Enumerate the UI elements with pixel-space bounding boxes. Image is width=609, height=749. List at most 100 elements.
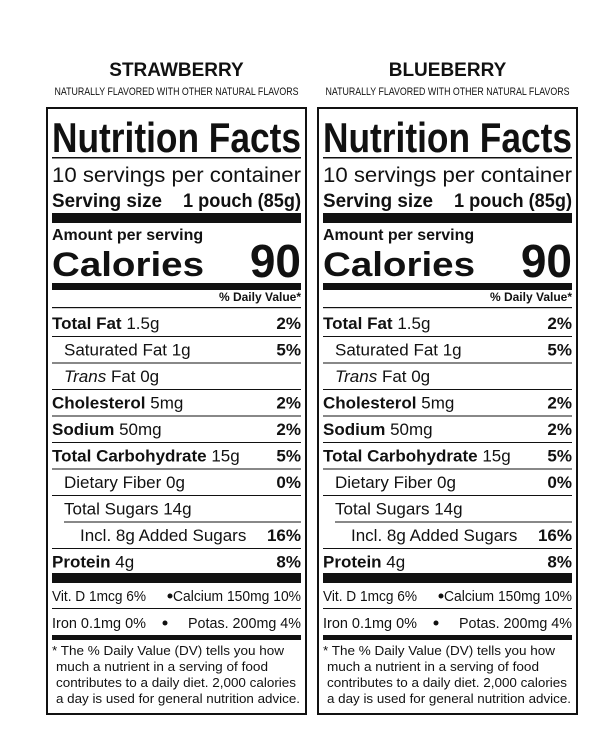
nutrient-name: Incl. 8g Added Sugars	[80, 526, 246, 545]
amount-per-serving: Amount per serving	[323, 227, 474, 244]
nutrient-dv: 5%	[276, 341, 301, 360]
calories-value: 90	[250, 235, 301, 287]
servings: 10 servings per container	[52, 164, 301, 187]
footnote-line: contributes to a daily diet. 2,000 calor…	[327, 675, 568, 690]
nutrient-dv: 5%	[547, 341, 572, 360]
nutrient-italic: Trans	[335, 367, 378, 386]
rule	[52, 362, 301, 364]
nutrient-name: Total Carbohydrate	[52, 447, 207, 466]
calories-label: Calories	[52, 246, 204, 284]
label-border	[317, 107, 578, 715]
rule	[323, 336, 572, 337]
nutrient-name: Sodium	[323, 420, 385, 439]
footnote-line: much a nutrient in a serving of food	[327, 659, 539, 674]
nutrient-name: Cholesterol	[323, 394, 417, 413]
flavor: STRAWBERRY	[109, 60, 244, 81]
nutrient-row: Trans Fat 0g	[64, 367, 159, 386]
rule	[64, 521, 301, 523]
nutrient-row: Cholesterol 5mg	[323, 394, 454, 413]
rule	[52, 307, 301, 309]
rule	[323, 307, 572, 309]
nutrient-row: Total Carbohydrate 15g	[323, 447, 511, 466]
nutrient-name: Sodium	[52, 420, 114, 439]
rule	[52, 157, 301, 159]
nutrient-amount: 4g	[386, 553, 405, 572]
bullet	[433, 620, 439, 626]
rule	[52, 548, 301, 549]
nutrient-italic: Trans	[64, 367, 107, 386]
nutrient-row: Saturated Fat 1g	[335, 341, 462, 360]
nutrient-amount: 1.5g	[126, 314, 159, 333]
rule	[323, 283, 572, 290]
rule	[323, 157, 572, 159]
nutrient-row: Total Sugars 14g	[64, 500, 192, 519]
nutrient-name: Fat 0g	[111, 367, 159, 386]
nutrient-dv: 5%	[547, 447, 572, 466]
nutrient-name: Total Fat	[323, 314, 393, 333]
nutrient-dv: 8%	[276, 553, 301, 572]
rule	[335, 521, 572, 523]
nutrient-amount: 1.5g	[397, 314, 430, 333]
nutrient-name: Total Carbohydrate	[323, 447, 478, 466]
nutrient-dv: 2%	[276, 420, 301, 439]
nutrient-row: Saturated Fat 1g	[64, 341, 191, 360]
micronutrient: Potas. 200mg 4%	[459, 615, 572, 632]
nutrient-row: Trans Fat 0g	[335, 367, 430, 386]
rule	[323, 608, 572, 609]
calories-value: 90	[521, 235, 572, 287]
calories-label: Calories	[323, 246, 475, 284]
rule	[52, 495, 301, 496]
rule	[323, 362, 572, 364]
nutrient-amount: 4g	[115, 553, 134, 572]
nutrient-dv: 5%	[276, 447, 301, 466]
nutrient-amount: 5mg	[421, 394, 454, 413]
serving-size-label: Serving size	[52, 191, 162, 212]
nutrient-row: Total Fat 1.5g	[323, 314, 430, 333]
flavor-subtitle: NATURALLY FLAVORED WITH OTHER NATURAL FL…	[55, 86, 299, 98]
bullet	[162, 620, 168, 626]
label-border	[46, 107, 307, 715]
rule	[323, 442, 572, 443]
bullet	[438, 593, 444, 599]
footnote-line: * The % Daily Value (DV) tells you how	[323, 643, 556, 658]
nutrient-row: Sodium 50mg	[52, 420, 162, 439]
nutrient-row: Incl. 8g Added Sugars	[351, 526, 517, 545]
rule	[52, 573, 301, 583]
micronutrient: Vit. D 1mcg 6%	[323, 588, 417, 605]
nutrient-row: Dietary Fiber 0g	[64, 473, 185, 492]
nutrient-name: Total Fat	[52, 314, 122, 333]
nutrient-name: Total Sugars 14g	[64, 500, 192, 519]
micronutrient: Calcium 150mg 10%	[173, 588, 301, 605]
nutrient-name: Cholesterol	[52, 394, 146, 413]
nutrient-row: Protein 4g	[52, 553, 134, 572]
dv-header: % Daily Value*	[490, 290, 572, 304]
nutrient-amount: 50mg	[119, 420, 162, 439]
nutrient-amount: 15g	[482, 447, 510, 466]
rule	[52, 608, 301, 609]
serving-size-label: Serving size	[323, 191, 433, 212]
micronutrient: Calcium 150mg 10%	[444, 588, 572, 605]
footnote-line: contributes to a daily diet. 2,000 calor…	[56, 675, 297, 690]
nutrient-row: Incl. 8g Added Sugars	[80, 526, 246, 545]
nutrient-name: Saturated Fat 1g	[64, 341, 191, 360]
nutrient-amount: 15g	[211, 447, 239, 466]
footnote-line: * The % Daily Value (DV) tells you how	[52, 643, 285, 658]
nutrient-row: Cholesterol 5mg	[52, 394, 183, 413]
nutrient-row: Total Fat 1.5g	[52, 314, 159, 333]
footnote-line: a day is used for general nutrition advi…	[56, 691, 300, 706]
bullet	[167, 593, 173, 599]
nutrient-row: Sodium 50mg	[323, 420, 433, 439]
servings: 10 servings per container	[323, 164, 572, 187]
nutrient-row: Protein 4g	[323, 553, 405, 572]
micronutrient: Potas. 200mg 4%	[188, 615, 301, 632]
nutrient-dv: 0%	[276, 473, 301, 492]
nutrient-dv: 16%	[538, 526, 572, 545]
nutrient-dv: 8%	[547, 553, 572, 572]
nutrient-amount: 50mg	[390, 420, 433, 439]
nutrient-dv: 0%	[547, 473, 572, 492]
flavor-subtitle: NATURALLY FLAVORED WITH OTHER NATURAL FL…	[326, 86, 570, 98]
rule	[52, 442, 301, 443]
nutrient-name: Protein	[323, 553, 382, 572]
micronutrient: Iron 0.1mg 0%	[323, 615, 417, 632]
